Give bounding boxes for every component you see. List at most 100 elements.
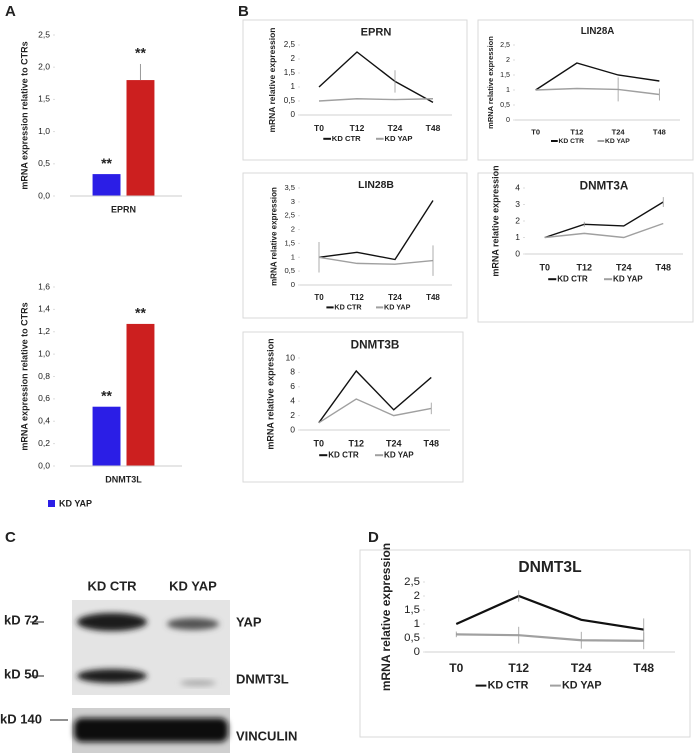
legend-label: KD CTR <box>334 302 362 311</box>
x-tick-label: T12 <box>350 293 364 302</box>
y-tick-label: 0 <box>506 116 510 124</box>
y-tick-label: 1,6 <box>38 281 50 291</box>
x-tick-label: T12 <box>508 661 529 675</box>
y-tick-label: 2 <box>515 215 520 225</box>
y-tick-label: 1 <box>291 252 295 261</box>
y-tick-label: 0 <box>290 424 295 434</box>
y-tick-label: 2 <box>291 54 296 63</box>
legend-label: KD CTR <box>557 274 588 283</box>
y-tick-label: 2,0 <box>38 61 50 71</box>
y-tick-label: 0,2 <box>38 438 50 448</box>
x-tick-label: T24 <box>616 262 632 272</box>
legend-label: KD CTR <box>559 138 585 145</box>
legend-label: KD CTR <box>488 679 529 691</box>
x-tick-label: T0 <box>314 293 324 302</box>
series-line <box>318 98 434 102</box>
significance: ** <box>101 387 112 403</box>
x-tick-label: T12 <box>576 262 592 272</box>
y-tick-label: 3 <box>291 197 295 206</box>
x-tick-label: T0 <box>531 127 540 136</box>
y-tick-label: 0,5 <box>284 96 296 105</box>
legend-label: KD CTR <box>332 134 361 143</box>
chart: 0 0,5 1 1,5 2 2,5 3 3,5 mRNA relative expression… <box>242 172 468 319</box>
x-tick-label: T12 <box>350 123 365 133</box>
marker-label: kD 72 <box>4 612 39 627</box>
y-tick-label: 0 <box>414 646 420 658</box>
x-tick-label: T48 <box>426 293 440 302</box>
x-tick-label: T0 <box>313 438 324 448</box>
y-tick-label: 2,5 <box>38 29 50 39</box>
y-tick-label: 1,5 <box>500 71 510 79</box>
y-tick-label: 2,5 <box>404 576 420 588</box>
y-tick-label: 2,5 <box>284 211 295 220</box>
x-tick-label: T0 <box>449 661 463 675</box>
series-line <box>535 87 660 96</box>
y-axis-label: mRNA expression relative to CTRs <box>19 41 29 189</box>
chart: 0,0 0,5 1,0 1,5 2,0 2,5 mRNA expression relati… <box>19 29 182 214</box>
y-axis-label: mRNA expression relative to CTRs <box>19 302 29 450</box>
y-tick-label: 4 <box>290 395 295 405</box>
protein-label: DNMT3L <box>236 671 289 686</box>
chart-frame <box>477 19 694 161</box>
legend-label: KD YAP <box>613 274 643 283</box>
series-line <box>318 256 434 265</box>
y-tick-label: 1,5 <box>38 94 50 104</box>
y-tick-label: 0 <box>291 110 296 119</box>
x-tick-label: T48 <box>423 438 439 448</box>
x-tick-label: T0 <box>539 262 550 272</box>
blot-band <box>180 680 216 686</box>
y-tick-label: 2,5 <box>284 40 296 49</box>
x-tick-label: T48 <box>633 661 654 675</box>
y-tick-label: 2 <box>291 225 295 234</box>
y-tick-label: 4 <box>515 182 520 192</box>
y-tick-label: 1,5 <box>284 68 296 77</box>
panel-label: B <box>238 3 249 20</box>
y-tick-label: 1 <box>414 618 420 630</box>
bar <box>126 80 155 196</box>
y-tick-label: 1 <box>506 86 510 94</box>
panel-label: C <box>5 529 16 546</box>
y-tick-label: 1,5 <box>284 238 295 247</box>
y-tick-label: 0,0 <box>38 190 50 200</box>
significance: ** <box>135 305 146 321</box>
chart-frame <box>242 331 464 483</box>
y-tick-label: 1,5 <box>404 604 420 616</box>
blot-band <box>77 613 147 631</box>
chart-title: DNMT3A <box>580 180 629 193</box>
series-line <box>318 369 432 424</box>
significance: ** <box>135 45 146 61</box>
chart: 0 0,5 1 1,5 2 2,5 mRNA relative expression T0 T1… <box>359 543 691 738</box>
y-axis-label: mRNA relative expression <box>491 165 501 276</box>
x-tick-label: T12 <box>570 127 583 136</box>
x-tick-label: T24 <box>612 127 626 136</box>
y-tick-label: 0,0 <box>38 460 50 470</box>
chart-title: DNMT3B <box>351 339 400 352</box>
y-axis-label: mRNA relative expression <box>379 543 393 691</box>
series-line <box>535 62 660 91</box>
lane-label: KD CTR <box>87 578 137 593</box>
y-tick-label: 0,6 <box>38 393 50 403</box>
y-tick-label: 0,5 <box>38 158 50 168</box>
panel-label: D <box>368 529 379 546</box>
series-line <box>456 633 644 642</box>
chart: 0 0,5 1 1,5 2 2,5 mRNA relative expression T0 T1… <box>242 19 468 161</box>
legend-label: KD CTR <box>328 450 359 459</box>
series-line <box>455 594 644 631</box>
blot-band <box>74 718 228 742</box>
x-tick-label: T24 <box>386 438 402 448</box>
protein-label: VINCULIN <box>236 728 297 743</box>
series-line <box>544 201 664 239</box>
y-tick-label: 2 <box>414 590 420 602</box>
legend-label: KD YAP <box>384 302 411 311</box>
significance: ** <box>101 155 112 171</box>
legend-label: KD YAP <box>562 679 602 691</box>
x-tick-label: T24 <box>571 661 592 675</box>
y-tick-label: 0,5 <box>404 632 420 644</box>
y-axis-label: mRNA relative expression <box>266 338 276 449</box>
chart: 0 0,5 1 1,5 2 2,5 mRNA relative expression T0 T1… <box>477 19 694 161</box>
marker-label: kD 50 <box>4 666 39 681</box>
series-line <box>318 200 434 261</box>
y-tick-label: 2,5 <box>500 41 510 49</box>
legend-label: KD YAP <box>605 138 630 145</box>
